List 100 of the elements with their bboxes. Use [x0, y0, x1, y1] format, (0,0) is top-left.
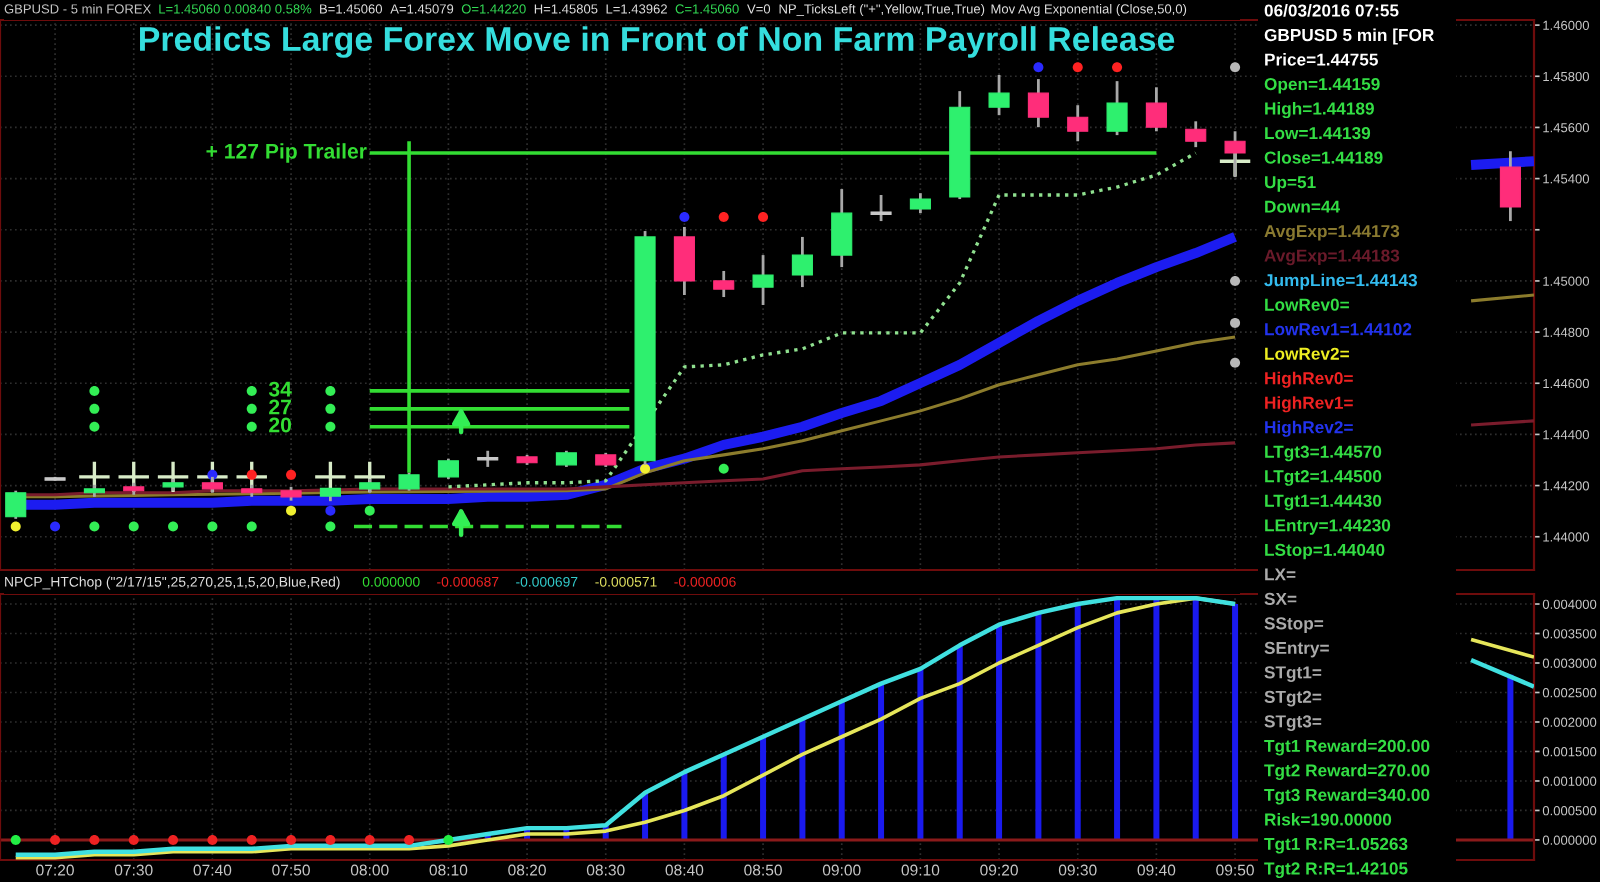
- text: 06/03/2016 07:55: [1264, 3, 1399, 17]
- annotation: HighRev2=: [1265, 420, 1353, 437]
- bar: [1035, 612, 1042, 840]
- point: [286, 505, 297, 516]
- annotation: LTgt3=1.44570: [1265, 445, 1382, 462]
- annotation: LStop=1.44040: [1265, 543, 1385, 560]
- point: [89, 421, 100, 432]
- bar: [917, 668, 924, 840]
- bar: [996, 624, 1003, 840]
- candlestick: [909, 191, 931, 215]
- annotation: GBPUSD 5 min [FOR: [1264, 28, 1434, 45]
- annotation: LTgt2=1.44500: [1265, 470, 1382, 486]
- annotation: STgt1=: [1264, 666, 1322, 682]
- point: [246, 421, 257, 432]
- point: [364, 505, 375, 516]
- annotation: STgt3=: [1264, 715, 1322, 731]
- point: [1230, 275, 1241, 286]
- bar: [760, 736, 767, 840]
- annotation: 34: [268, 381, 292, 397]
- point: [718, 463, 729, 474]
- annotation: LowRev1=1.44102: [1265, 323, 1412, 336]
- bar: [838, 701, 845, 840]
- annotation: Tgt2 Reward=270.00: [1264, 763, 1430, 781]
- point: [325, 505, 336, 516]
- point: [1112, 62, 1123, 73]
- candlestick: [791, 235, 813, 289]
- point: [1230, 357, 1241, 368]
- annotation: SStop=: [1264, 617, 1324, 633]
- annotation: + 127 Pip Trailer: [206, 143, 367, 163]
- candlestick: [5, 489, 27, 521]
- annotation: LowRev2=: [1265, 347, 1349, 360]
- annotation: Tgt3 Reward=340.00: [1264, 788, 1430, 805]
- annotation: Price=1.44755: [1265, 53, 1378, 66]
- annotation: STgt2=: [1264, 690, 1322, 707]
- point: [89, 385, 100, 396]
- candlestick: [831, 187, 853, 269]
- annotation: SX=: [1264, 592, 1297, 605]
- point: [128, 521, 139, 532]
- annotation: Close=1.44189: [1264, 151, 1383, 164]
- annotation: HighRev1=: [1265, 396, 1353, 413]
- annotation: AvgExp=1.44173: [1264, 224, 1400, 241]
- annotation: LTgt1=1.44430: [1265, 494, 1382, 511]
- annotation: SEntry=: [1264, 641, 1329, 658]
- point: [50, 521, 61, 532]
- candlestick: [1185, 119, 1207, 149]
- bar: [1192, 598, 1199, 840]
- candlestick: [437, 457, 459, 481]
- candlestick: [1106, 79, 1128, 137]
- candlestick: [870, 193, 892, 223]
- point: [168, 521, 179, 532]
- point: [325, 521, 336, 532]
- chart-title: Predicts Large Forex Move in Front of Non Farm Payroll Release: [140, 26, 1175, 58]
- bar: [1232, 604, 1239, 840]
- annotation: Low=1.44139: [1265, 127, 1371, 140]
- candlestick: [1067, 103, 1089, 143]
- point: [758, 211, 769, 222]
- candlestick: [1027, 77, 1049, 129]
- bar: [720, 754, 727, 840]
- bar: [1074, 604, 1081, 840]
- bar: [1153, 598, 1160, 840]
- candlestick: [673, 225, 695, 297]
- point: [325, 421, 336, 432]
- bar: [878, 683, 885, 840]
- annotation: High=1.44189: [1265, 101, 1374, 119]
- point: [325, 385, 336, 396]
- point: [286, 469, 297, 480]
- point: [89, 403, 100, 414]
- annotation: 27: [269, 399, 291, 415]
- annotation: Up=51: [1265, 176, 1316, 192]
- annotation: LX=: [1265, 568, 1296, 581]
- bar: [1114, 598, 1121, 840]
- annotation: Tgt1 R:R=1.05263: [1264, 837, 1408, 854]
- point: [325, 403, 336, 414]
- annotation: Risk=190.00000: [1265, 812, 1392, 826]
- point: [10, 521, 21, 532]
- candlestick: [1499, 149, 1521, 223]
- candlestick: [1145, 85, 1167, 133]
- candlestick: [988, 73, 1010, 117]
- annotation: LEntry=1.44230: [1265, 519, 1391, 535]
- annotation: HighRev0=: [1265, 371, 1353, 388]
- candlestick: [752, 253, 774, 307]
- point: [1230, 317, 1241, 328]
- point: [1072, 62, 1083, 73]
- text: Tgt2 R:R=1.42105: [1264, 862, 1408, 879]
- point: [1230, 62, 1241, 73]
- point: [207, 521, 218, 532]
- annotation: AvgExp=1.44183: [1264, 249, 1400, 266]
- point: [718, 211, 729, 222]
- point: [640, 463, 651, 474]
- annotation: Tgt1 Reward=200.00: [1264, 739, 1430, 756]
- point: [246, 521, 257, 532]
- candlestick: [713, 269, 735, 299]
- annotation: Open=1.44159: [1264, 77, 1380, 94]
- bar: [956, 645, 963, 840]
- point: [679, 211, 690, 222]
- point: [156, 460, 190, 494]
- annotation: 20: [269, 417, 292, 433]
- point: [246, 403, 257, 414]
- point: [246, 385, 257, 396]
- point: [1033, 62, 1044, 73]
